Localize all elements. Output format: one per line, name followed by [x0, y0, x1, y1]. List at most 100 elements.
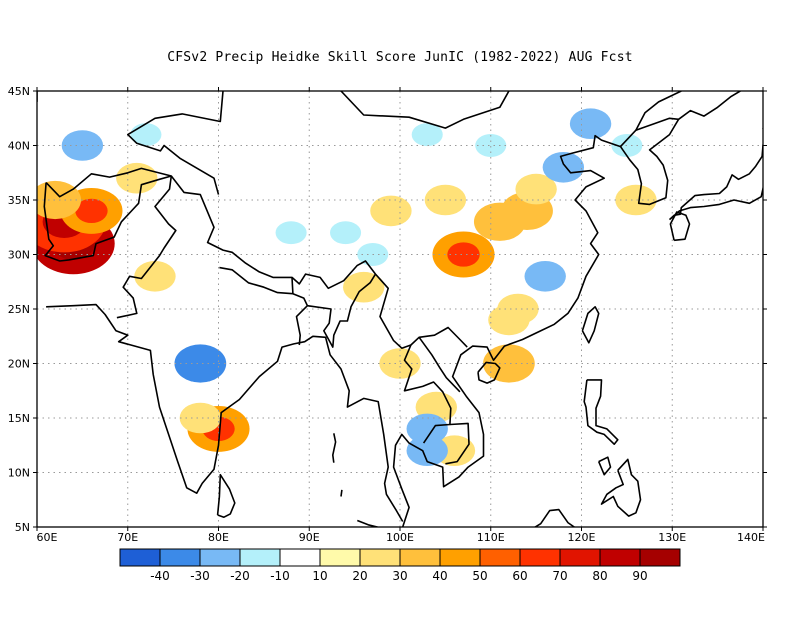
colorbar-swatch — [159, 548, 201, 567]
lon-tick-label: 120E — [568, 531, 596, 544]
skill-patch — [179, 402, 222, 434]
lat-tick-label: 45N — [8, 85, 30, 98]
coastline-segment — [357, 519, 379, 527]
axis-ticks: 60E 70E 80E 90E 100E 110E 120E 130E 140E 45N 40N 35… — [8, 85, 767, 544]
coastline-segment — [403, 344, 452, 444]
skill-patch — [483, 344, 535, 383]
lon-tick-label: 90E — [299, 531, 320, 544]
skill-patch — [515, 173, 557, 205]
colorbar-label: 40 — [432, 569, 447, 583]
colorbar-label: -30 — [190, 569, 210, 583]
colorbar-label: 10 — [312, 569, 327, 583]
skill-patch — [406, 413, 448, 445]
coastline-segment — [307, 273, 377, 348]
colorbar-swatch — [399, 548, 441, 567]
lat-tick-label: 10N — [8, 467, 30, 480]
skill-patch — [542, 152, 585, 183]
lon-tick-label: 70E — [117, 531, 138, 544]
coastline-segment — [127, 91, 224, 195]
skill-patch — [134, 261, 176, 292]
coastline-segment — [669, 211, 691, 242]
skill-patch — [406, 435, 448, 467]
coastline-segment — [597, 456, 612, 476]
colorbar-label: -40 — [150, 569, 170, 583]
lon-tick-label: 80E — [208, 531, 229, 544]
lat-tick-label: 40N — [8, 140, 30, 153]
colorbar-label: 20 — [352, 569, 367, 583]
colorbar-label: 90 — [632, 569, 647, 583]
skill-patch — [615, 184, 657, 216]
lat-lon-gridlines — [37, 91, 763, 527]
colorbar-swatch — [639, 548, 681, 567]
colorbar-swatch — [279, 548, 321, 567]
coastline-segment — [668, 141, 763, 221]
lon-tick-label: 110E — [477, 531, 505, 544]
colorbar-label: -20 — [230, 569, 250, 583]
map-title: CFSv2 Precip Heidke Skill Score JunIC (1… — [167, 50, 633, 65]
colorbar-swatch — [559, 548, 601, 567]
coastline-segment — [332, 433, 337, 463]
colorbar-swatch — [239, 548, 281, 567]
lat-tick-label: 20N — [8, 358, 30, 371]
colorbar-label: 30 — [392, 569, 407, 583]
colorbar-swatch — [519, 548, 561, 567]
colorbar-label: 60 — [512, 569, 527, 583]
colorbar-swatch — [199, 548, 241, 567]
lat-tick-label: 25N — [8, 303, 30, 316]
skill-patch — [411, 123, 443, 147]
skill-patch — [569, 108, 612, 139]
skill-patch — [174, 344, 227, 383]
skill-score-field — [37, 108, 657, 467]
coastline-segment — [600, 458, 642, 517]
skill-patch-core — [447, 242, 480, 267]
coastline-segment — [216, 473, 236, 518]
lon-tick-label: 130E — [658, 531, 686, 544]
colorbar-swatch — [439, 548, 481, 567]
coastline-segment — [445, 422, 470, 465]
coastline-segment — [340, 489, 343, 497]
coastline-segment — [533, 508, 575, 527]
skill-patch — [497, 293, 539, 325]
colorbar-swatch — [119, 548, 161, 567]
coastline-segment — [762, 125, 763, 130]
skill-patch — [330, 221, 362, 245]
lon-tick-label: 60E — [37, 531, 58, 544]
colorbar-label: 50 — [472, 569, 487, 583]
coastline-segment — [477, 361, 501, 384]
coastline-segment — [583, 379, 619, 445]
colorbar-swatch — [479, 548, 521, 567]
colorbar-swatch — [599, 548, 641, 567]
skill-patch-core — [75, 198, 108, 224]
coastline-segment — [43, 175, 172, 262]
colorbar-label: -10 — [270, 569, 290, 583]
skill-patch — [116, 162, 158, 194]
colorbar-swatch — [359, 548, 401, 567]
coastline-segment — [418, 336, 461, 393]
lat-tick-label: 15N — [8, 412, 30, 425]
colorbar-label: 80 — [592, 569, 607, 583]
coastline-segment — [392, 91, 741, 527]
lat-tick-label: 35N — [8, 194, 30, 207]
skill-patch — [275, 221, 307, 245]
coastline-segment — [170, 175, 468, 349]
coastline-segment — [291, 277, 309, 346]
lat-tick-label: 5N — [15, 521, 30, 534]
coastline-segment — [45, 167, 177, 319]
lon-tick-label: 140E — [737, 531, 765, 544]
colorbar: -40 -30 -20 -10 10 20 30 40 50 60 70 80 90 — [119, 548, 681, 583]
coastline-segment — [635, 91, 682, 131]
coastline-segment — [581, 306, 600, 344]
skill-patch — [370, 195, 412, 227]
coastline-segment — [46, 303, 404, 522]
coastline-segment — [219, 266, 293, 295]
lon-tick-label: 100E — [386, 531, 414, 544]
colorbar-swatch — [319, 548, 361, 567]
coastline-segment — [619, 117, 679, 148]
coastlines — [37, 91, 763, 527]
lat-tick-label: 30N — [8, 249, 30, 262]
skill-patch — [524, 261, 566, 292]
skill-patch — [475, 134, 507, 157]
coastline-segment — [339, 91, 512, 129]
colorbar-label: 70 — [552, 569, 567, 583]
